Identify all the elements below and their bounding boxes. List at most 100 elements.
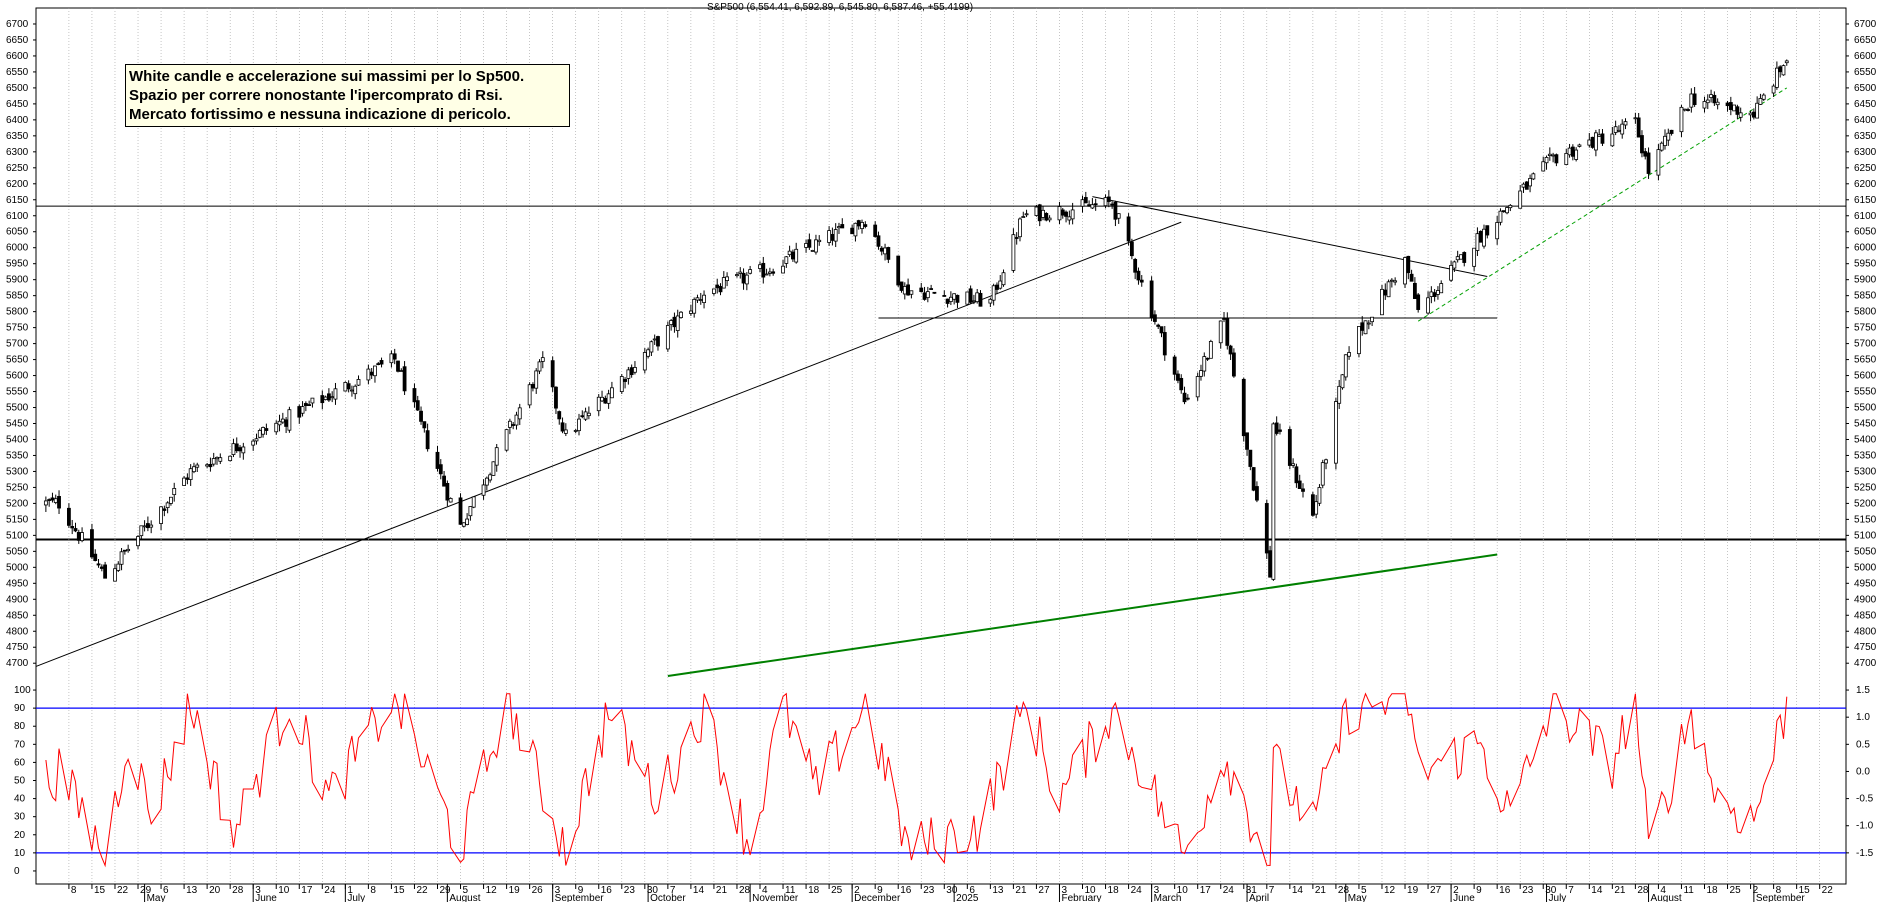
month-label: July <box>347 893 365 902</box>
candle-body <box>1314 501 1319 515</box>
candle <box>863 221 868 229</box>
rsi-y-axis: 0 10 20 30 40 50 60 70 80 90 100 1.5 1.0 0.5 0.0 -0.5 -1… <box>14 685 1874 877</box>
candle <box>932 291 937 294</box>
candle <box>126 544 131 553</box>
candle-body <box>1268 550 1272 578</box>
candle-body <box>1093 203 1098 206</box>
candle-body <box>241 446 246 454</box>
candle-body <box>303 403 308 406</box>
candle-body <box>90 529 94 558</box>
candle <box>695 294 700 303</box>
candle <box>725 272 729 287</box>
candle-body <box>1067 216 1072 221</box>
candle-body <box>735 274 739 277</box>
candle-body <box>902 286 907 295</box>
candle-body <box>1149 280 1154 319</box>
x-tick-label: 7 <box>670 885 676 896</box>
candle-body <box>1613 126 1618 133</box>
x-tick-label: 11 <box>785 885 796 896</box>
candle-body <box>1403 257 1407 285</box>
candle <box>527 382 532 409</box>
candle-body <box>1715 101 1720 106</box>
candle-body <box>1495 222 1500 240</box>
candle <box>744 272 749 291</box>
candle-body <box>517 407 522 420</box>
rsi-tick-label: 90 <box>14 703 26 714</box>
candle-body <box>1297 480 1302 489</box>
candle <box>968 285 973 304</box>
candle <box>909 290 914 299</box>
price-tick-label-left: 5000 <box>6 562 29 573</box>
x-tick-label: 25 <box>831 885 843 896</box>
candle-body <box>287 409 292 431</box>
price-tick-label-right: 4950 <box>1854 578 1877 589</box>
x-tick-label: 4 <box>1660 885 1666 896</box>
price-tick-label-left: 5950 <box>6 259 29 270</box>
candle <box>1702 96 1707 113</box>
candle-body <box>1278 429 1282 432</box>
candle <box>577 413 581 436</box>
candle-body <box>554 386 558 409</box>
candle-body <box>1057 206 1062 221</box>
candle <box>925 286 930 303</box>
price-tick-label-left: 6700 <box>6 19 29 30</box>
x-tick-label: 3 <box>555 885 561 896</box>
price-tick-label-right: 6200 <box>1854 179 1877 190</box>
price-tick-label-left: 5750 <box>6 323 29 334</box>
candle <box>136 535 140 550</box>
candle-body <box>1544 157 1549 164</box>
trendline-6 <box>1417 87 1788 322</box>
candle-body <box>1222 318 1226 320</box>
x-tick-label: 18 <box>1108 885 1120 896</box>
candle-body <box>1659 142 1664 151</box>
month-label: June <box>255 893 277 902</box>
x-tick-label: 1 <box>347 885 353 896</box>
candle-body <box>1179 377 1184 391</box>
candle <box>465 513 470 526</box>
candle-body <box>1363 320 1368 335</box>
candle <box>550 356 555 392</box>
x-tick-label: 28 <box>1338 885 1350 896</box>
candle-body <box>1218 320 1223 344</box>
candle-body <box>932 291 937 294</box>
candle <box>57 490 61 514</box>
candle <box>67 503 71 528</box>
candle <box>392 348 397 365</box>
candle-body <box>833 229 838 242</box>
candle <box>1663 129 1667 150</box>
candle-body <box>507 420 512 428</box>
candle-body <box>142 525 147 528</box>
candle-body <box>688 310 693 314</box>
candle-body <box>1255 486 1259 501</box>
candle-body <box>995 284 999 290</box>
candle <box>764 268 769 276</box>
month-label: March <box>1154 893 1182 902</box>
candle <box>1176 370 1180 384</box>
candle-body <box>76 532 81 541</box>
month-label: November <box>752 893 799 902</box>
candle <box>1528 174 1532 193</box>
candle <box>1034 204 1039 217</box>
candle <box>738 267 743 279</box>
candle <box>1409 269 1414 282</box>
candle-body <box>1449 264 1453 281</box>
x-tick-label: 2 <box>1753 885 1759 896</box>
month-label: July <box>1549 893 1567 902</box>
x-tick-label: 26 <box>532 885 544 896</box>
candle <box>1393 277 1398 286</box>
candle <box>1324 458 1328 470</box>
price-tick-label-right: 5650 <box>1854 355 1877 366</box>
price-tick-label-left: 6300 <box>6 147 29 158</box>
price-tick-label-right: 6700 <box>1854 19 1877 30</box>
candle-body <box>1597 134 1602 137</box>
candle-body <box>1547 153 1552 156</box>
candle-body <box>840 224 845 229</box>
candle <box>1153 310 1157 325</box>
candle-body <box>1751 111 1756 118</box>
candle-body <box>350 389 354 392</box>
candle <box>1044 212 1049 222</box>
candle-body <box>1080 199 1085 207</box>
x-tick-label: 18 <box>808 885 820 896</box>
trendline-1 <box>35 221 1182 667</box>
candle-body <box>1593 132 1598 151</box>
